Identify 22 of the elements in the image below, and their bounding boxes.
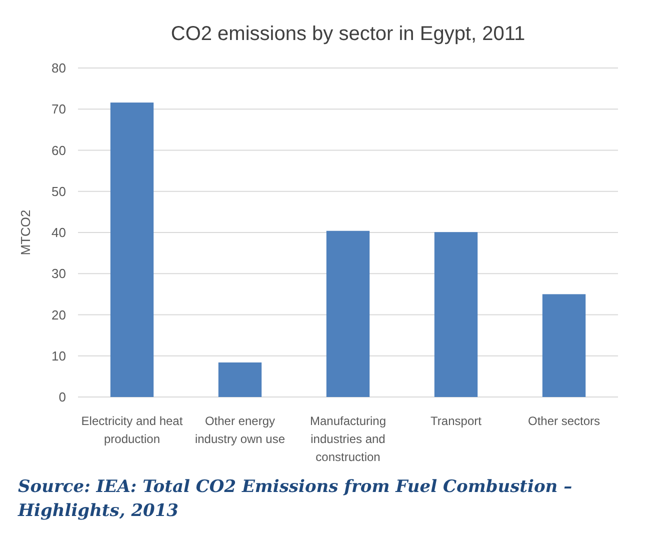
y-tick-label: 80 (52, 60, 66, 76)
bar (542, 294, 586, 397)
y-tick-label: 20 (52, 307, 66, 322)
chart-title: CO2 emissions by sector in Egypt, 2011 (170, 23, 526, 45)
y-tick-label: 50 (52, 184, 66, 199)
y-axis-title: MTCO2 (18, 210, 33, 256)
x-tick-label: Transport (430, 414, 482, 428)
y-tick-label: 60 (52, 142, 66, 158)
y-tick-label: 30 (52, 266, 66, 282)
y-tick-label: 70 (52, 102, 66, 117)
x-tick-label: Electricity and heat production (81, 414, 184, 446)
x-tick-label: Other sectors (528, 414, 600, 428)
y-tick-label: 40 (52, 225, 66, 240)
bar (110, 102, 154, 397)
source-note: Source: IEA: Total CO2 Emissions from Fuel Combustion – Highlights, 2013 (17, 477, 572, 521)
bar (218, 362, 262, 397)
x-tick-label: Other energy industry own use (194, 414, 286, 446)
x-tick-label: Manufacturing industries and construction (310, 414, 386, 464)
y-tick-label: 0 (58, 390, 66, 405)
y-tick-label: 10 (52, 348, 66, 364)
bar (326, 230, 370, 397)
bar (434, 232, 478, 397)
